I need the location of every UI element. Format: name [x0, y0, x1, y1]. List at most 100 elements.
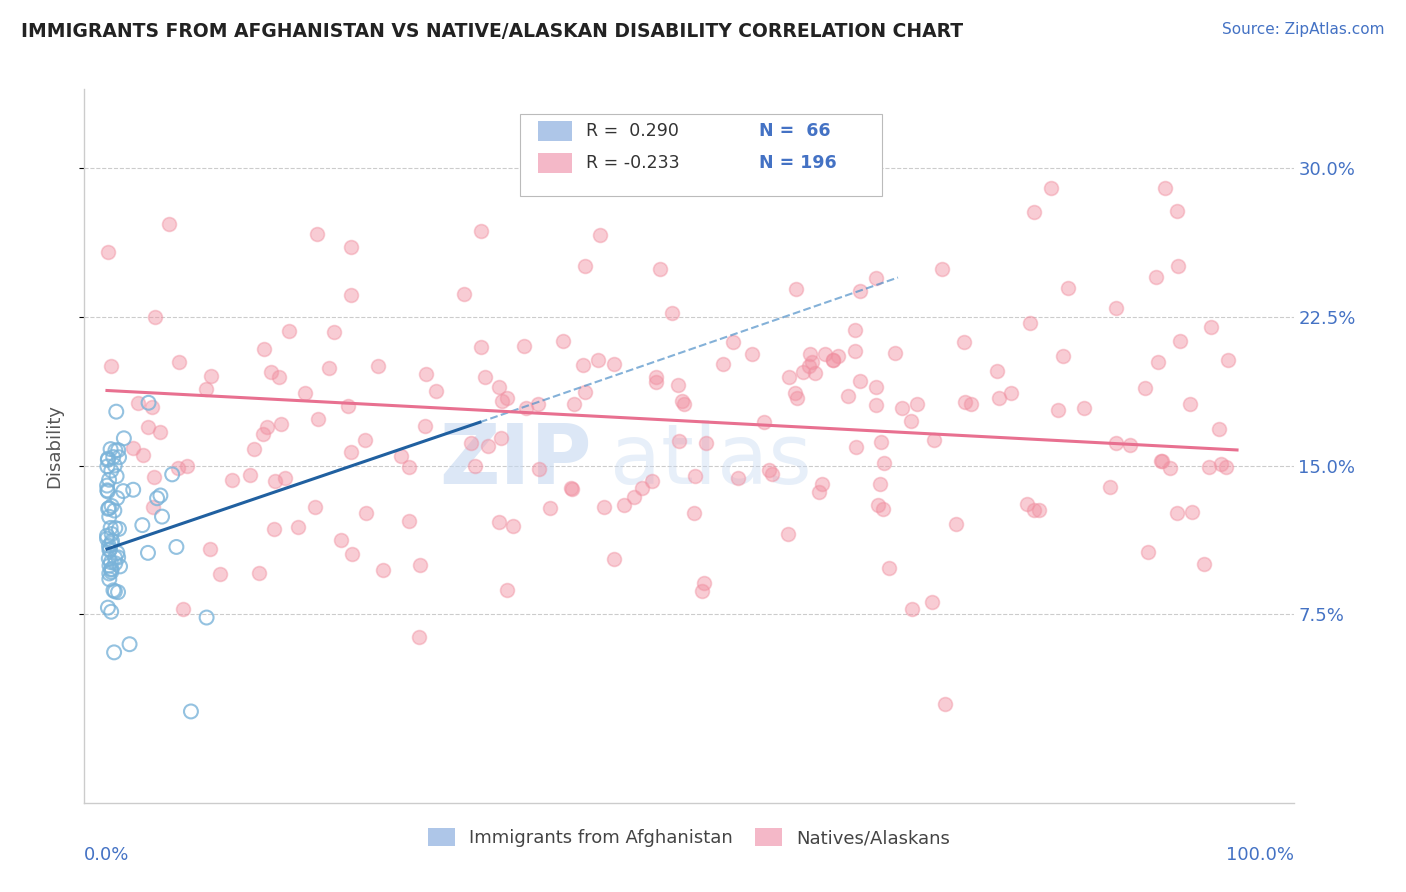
- Point: [97, 539, 120, 553]
- Point: [100, 442, 122, 456]
- Point: [865, 271, 887, 285]
- Point: [337, 399, 360, 413]
- Point: [318, 360, 340, 375]
- Legend: Immigrants from Afghanistan, Natives/Alaskans: Immigrants from Afghanistan, Natives/Ala…: [420, 821, 957, 855]
- Point: [150, 509, 173, 524]
- Point: [602, 551, 624, 566]
- Point: [103, 450, 125, 464]
- Point: [574, 260, 596, 274]
- Point: [104, 556, 127, 570]
- Point: [100, 565, 122, 579]
- Point: [100, 562, 122, 576]
- Point: [221, 473, 243, 487]
- Point: [127, 396, 149, 410]
- Point: [260, 365, 283, 379]
- Point: [323, 325, 346, 339]
- Point: [108, 522, 131, 536]
- Point: [491, 394, 513, 409]
- Point: [645, 375, 668, 389]
- Point: [1208, 422, 1230, 436]
- Point: [821, 353, 844, 368]
- Point: [172, 602, 194, 616]
- Point: [593, 500, 616, 514]
- Point: [104, 584, 127, 599]
- Point: [799, 347, 821, 361]
- Point: [869, 477, 891, 491]
- Point: [105, 469, 128, 483]
- Text: R = -0.233: R = -0.233: [586, 153, 679, 171]
- Point: [1168, 334, 1191, 348]
- Point: [561, 482, 583, 496]
- Text: N =  66: N = 66: [759, 122, 831, 140]
- Point: [1211, 457, 1233, 471]
- Point: [97, 600, 120, 615]
- Point: [1198, 460, 1220, 475]
- Point: [783, 386, 806, 401]
- Point: [672, 397, 695, 411]
- Point: [1144, 269, 1167, 284]
- Point: [256, 419, 278, 434]
- Point: [354, 433, 377, 447]
- Point: [112, 431, 135, 445]
- Point: [100, 499, 122, 513]
- Point: [100, 555, 122, 569]
- Point: [837, 389, 859, 403]
- Point: [1137, 545, 1160, 559]
- Point: [761, 467, 783, 481]
- Point: [243, 442, 266, 457]
- Point: [96, 529, 118, 543]
- Point: [104, 443, 127, 458]
- Point: [488, 380, 510, 394]
- Point: [474, 369, 496, 384]
- Point: [477, 439, 499, 453]
- Point: [844, 344, 866, 359]
- Point: [98, 501, 121, 516]
- Point: [693, 576, 716, 591]
- Point: [1017, 497, 1039, 511]
- Point: [198, 541, 221, 556]
- Point: [883, 346, 905, 360]
- Point: [1024, 503, 1046, 517]
- Point: [122, 483, 145, 497]
- Point: [1216, 353, 1239, 368]
- FancyBboxPatch shape: [538, 121, 572, 141]
- Point: [97, 453, 120, 467]
- Point: [98, 543, 121, 558]
- Text: ZIP: ZIP: [440, 420, 592, 500]
- Point: [453, 287, 475, 301]
- Point: [560, 481, 582, 495]
- Point: [107, 550, 129, 565]
- Point: [661, 305, 683, 319]
- Point: [785, 282, 807, 296]
- Point: [1149, 454, 1171, 468]
- Point: [690, 583, 713, 598]
- Point: [721, 334, 744, 349]
- Point: [169, 355, 191, 369]
- Point: [890, 401, 912, 415]
- Point: [602, 357, 624, 371]
- Point: [586, 352, 609, 367]
- Point: [97, 484, 120, 499]
- Point: [263, 522, 285, 536]
- Point: [108, 559, 131, 574]
- Point: [1028, 503, 1050, 517]
- Point: [180, 705, 202, 719]
- Text: N = 196: N = 196: [759, 153, 837, 171]
- Point: [107, 443, 129, 458]
- Point: [464, 458, 486, 473]
- Point: [827, 350, 849, 364]
- Point: [797, 359, 820, 373]
- Point: [307, 227, 329, 241]
- Point: [1018, 317, 1040, 331]
- Point: [934, 697, 956, 711]
- Point: [252, 343, 274, 357]
- Point: [1166, 506, 1188, 520]
- Point: [252, 427, 274, 442]
- Point: [877, 561, 900, 575]
- Point: [398, 514, 420, 528]
- Point: [801, 355, 824, 369]
- Point: [136, 420, 159, 434]
- Point: [1178, 396, 1201, 410]
- Point: [470, 224, 492, 238]
- Point: [294, 385, 316, 400]
